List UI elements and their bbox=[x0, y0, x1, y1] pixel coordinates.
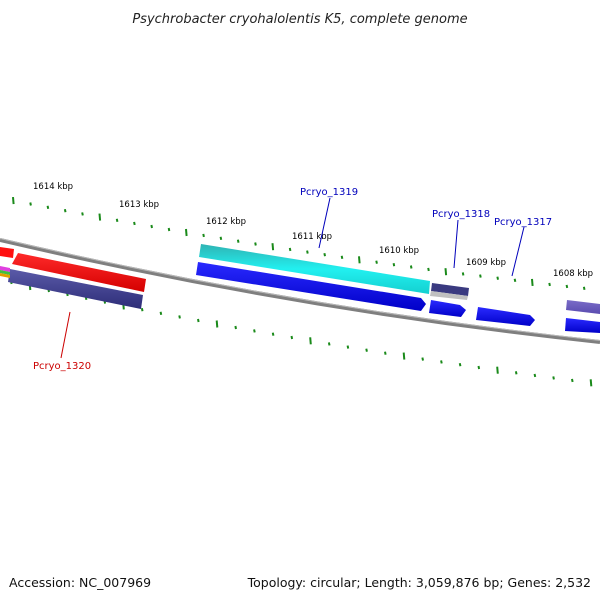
callout-line-pcryo-1320 bbox=[60, 311, 71, 359]
minor-tick bbox=[150, 224, 153, 229]
kbp-label-1608: 1608 kbp bbox=[553, 269, 593, 279]
major-tick bbox=[12, 197, 15, 205]
kbp-label-1610: 1610 kbp bbox=[379, 246, 419, 256]
gene-feature-pcryo-1318-shade bbox=[430, 291, 468, 300]
callout-line-pcryo-1317 bbox=[511, 226, 525, 277]
minor-tick bbox=[340, 255, 344, 259]
major-tick bbox=[271, 243, 275, 251]
gene-feature-pcryo-1319[interactable] bbox=[199, 244, 430, 294]
genome-backbone-highlight bbox=[0, 238, 600, 341]
minor-tick bbox=[552, 376, 555, 380]
minor-tick bbox=[236, 239, 240, 243]
minor-tick bbox=[327, 342, 331, 346]
map-title: Psychrobacter cryohalolentis K5, complet… bbox=[132, 12, 467, 27]
gene-feature-right-edge[interactable] bbox=[566, 300, 600, 314]
gene-cds-right-edge[interactable] bbox=[565, 318, 600, 333]
minor-tick bbox=[290, 335, 294, 340]
gene-cds-pcryo-1317[interactable] bbox=[476, 307, 535, 326]
major-tick bbox=[185, 228, 188, 237]
minor-tick bbox=[306, 250, 309, 254]
minor-tick bbox=[254, 242, 257, 246]
minor-tick bbox=[159, 311, 163, 315]
gene-label-pcryo-1319[interactable]: Pcryo_1319 bbox=[300, 187, 358, 198]
kbp-label-1611: 1611 kbp bbox=[292, 232, 332, 242]
minor-tick bbox=[548, 282, 551, 287]
major-tick bbox=[358, 256, 361, 264]
gene-cds-pcryo-1319[interactable] bbox=[196, 262, 426, 311]
major-tick bbox=[98, 213, 102, 221]
edge-mark-green bbox=[0, 270, 10, 275]
callout-line-pcryo-1319 bbox=[318, 197, 331, 249]
edge-mark-orange bbox=[0, 273, 10, 278]
minor-tick bbox=[496, 276, 499, 280]
gene-cds-pcryo-1318[interactable] bbox=[429, 300, 466, 317]
major-tick bbox=[496, 366, 499, 374]
minor-tick bbox=[409, 265, 413, 269]
kbp-label-1612: 1612 kbp bbox=[206, 217, 246, 227]
minor-tick bbox=[178, 315, 181, 319]
gene-label-pcryo-1320[interactable]: Pcryo_1320 bbox=[33, 361, 91, 372]
minor-tick bbox=[440, 360, 443, 364]
gene-label-pcryo-1318[interactable]: Pcryo_1318 bbox=[432, 209, 490, 220]
minor-tick bbox=[427, 267, 430, 272]
minor-tick bbox=[421, 357, 424, 361]
minor-tick bbox=[458, 363, 462, 367]
minor-tick bbox=[384, 351, 387, 355]
gene-feature-pcryo-1320[interactable] bbox=[8, 269, 143, 309]
gene-cds-pcryo-1320[interactable] bbox=[12, 253, 146, 292]
minor-tick bbox=[346, 345, 350, 349]
major-tick bbox=[444, 268, 448, 276]
kbp-label-1614: 1614 kbp bbox=[33, 182, 73, 192]
minor-tick bbox=[365, 348, 368, 352]
minor-tick bbox=[533, 373, 537, 378]
minor-tick bbox=[202, 233, 205, 238]
minor-tick bbox=[477, 365, 481, 370]
gene-feature-left-edge-red[interactable] bbox=[0, 247, 14, 258]
callout-line-pcryo-1318 bbox=[453, 219, 459, 269]
inner-scale-ticks bbox=[10, 280, 593, 387]
minor-tick bbox=[571, 378, 574, 383]
gene-feature-pcryo-1318[interactable] bbox=[431, 283, 469, 296]
minor-tick bbox=[63, 209, 67, 213]
minor-tick bbox=[479, 274, 482, 278]
minor-tick bbox=[288, 247, 292, 252]
minor-tick bbox=[461, 272, 465, 276]
minor-tick bbox=[513, 278, 517, 282]
minor-tick bbox=[582, 286, 586, 290]
genome-backbone bbox=[0, 238, 600, 344]
genome-summary-text: Topology: circular; Length: 3,059,876 bp… bbox=[247, 575, 591, 590]
major-tick bbox=[309, 337, 312, 345]
minor-tick bbox=[197, 318, 200, 323]
kbp-label-1609: 1609 kbp bbox=[466, 258, 506, 268]
minor-tick bbox=[392, 263, 396, 267]
minor-tick bbox=[46, 205, 50, 209]
minor-tick bbox=[115, 218, 119, 222]
major-tick bbox=[589, 379, 593, 387]
outer-scale-ticks bbox=[12, 197, 586, 290]
minor-tick bbox=[514, 371, 518, 375]
minor-tick bbox=[375, 260, 378, 264]
minor-tick bbox=[140, 308, 144, 312]
minor-tick bbox=[565, 284, 569, 289]
minor-tick bbox=[253, 329, 256, 333]
minor-tick bbox=[29, 202, 32, 206]
minor-tick bbox=[133, 221, 136, 226]
minor-tick bbox=[219, 236, 223, 240]
minor-tick bbox=[81, 212, 84, 216]
gene-label-pcryo-1317[interactable]: Pcryo_1317 bbox=[494, 217, 552, 228]
accession-text: Accession: NC_007969 bbox=[9, 575, 151, 590]
major-tick bbox=[402, 352, 406, 360]
major-tick bbox=[215, 320, 219, 328]
minor-tick bbox=[271, 332, 275, 336]
minor-tick bbox=[323, 253, 326, 257]
kbp-label-1613: 1613 kbp bbox=[119, 200, 159, 210]
minor-tick bbox=[167, 227, 171, 232]
major-tick bbox=[531, 278, 534, 286]
minor-tick bbox=[234, 325, 237, 330]
